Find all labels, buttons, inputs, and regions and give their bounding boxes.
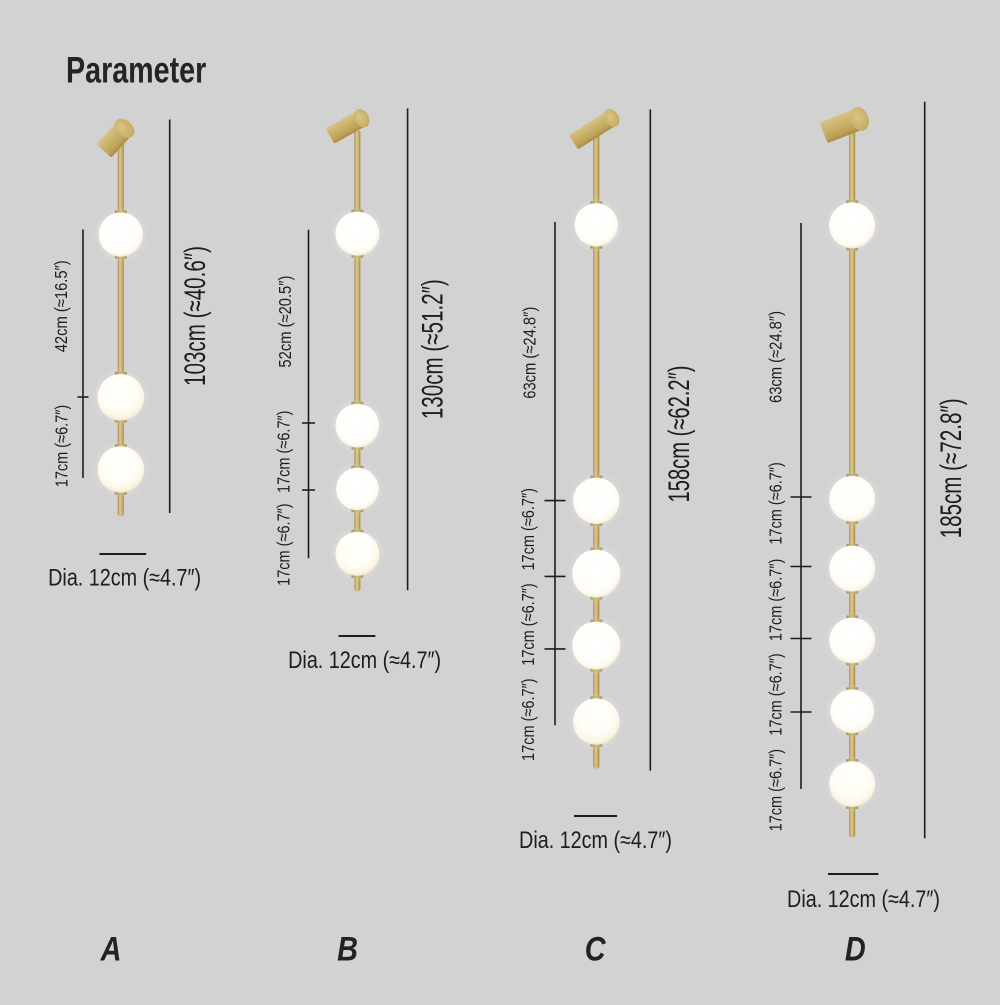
svg-text:63cm (≈24.8″): 63cm (≈24.8″) xyxy=(766,311,786,403)
svg-text:Dia. 12cm (≈4.7″): Dia. 12cm (≈4.7″) xyxy=(787,885,940,912)
svg-text:17cm (≈6.7″): 17cm (≈6.7″) xyxy=(518,583,538,665)
svg-text:17cm (≈6.7″): 17cm (≈6.7″) xyxy=(518,678,538,760)
svg-text:A: A xyxy=(100,929,122,968)
svg-text:Dia. 12cm (≈4.7″): Dia. 12cm (≈4.7″) xyxy=(288,646,441,673)
svg-text:158cm (≈62.2″): 158cm (≈62.2″) xyxy=(663,366,696,503)
svg-text:63cm (≈24.8″): 63cm (≈24.8″) xyxy=(520,307,540,399)
svg-text:130cm (≈51.2″): 130cm (≈51.2″) xyxy=(417,279,450,419)
svg-text:Dia. 12cm (≈4.7″): Dia. 12cm (≈4.7″) xyxy=(48,564,201,591)
svg-text:17cm (≈6.7″): 17cm (≈6.7″) xyxy=(274,503,294,585)
svg-text:Dia. 12cm (≈4.7″): Dia. 12cm (≈4.7″) xyxy=(519,826,672,853)
svg-text:C: C xyxy=(585,929,607,968)
svg-text:D: D xyxy=(845,929,866,968)
svg-text:17cm (≈6.7″): 17cm (≈6.7″) xyxy=(52,405,72,487)
svg-text:B: B xyxy=(337,929,358,968)
svg-text:17cm (≈6.7″): 17cm (≈6.7″) xyxy=(766,462,786,544)
svg-text:17cm (≈6.7″): 17cm (≈6.7″) xyxy=(766,749,786,831)
svg-text:185cm (≈72.8″): 185cm (≈72.8″) xyxy=(936,398,969,538)
svg-text:17cm (≈6.7″): 17cm (≈6.7″) xyxy=(518,488,538,570)
svg-text:17cm (≈6.7″): 17cm (≈6.7″) xyxy=(766,653,786,735)
svg-text:17cm (≈6.7″): 17cm (≈6.7″) xyxy=(766,559,786,641)
svg-text:52cm (≈20.5″): 52cm (≈20.5″) xyxy=(276,276,296,368)
svg-text:103cm (≈40.6″): 103cm (≈40.6″) xyxy=(179,246,212,386)
svg-text:17cm (≈6.7″): 17cm (≈6.7″) xyxy=(274,411,294,493)
svg-text:Parameter: Parameter xyxy=(66,50,206,91)
svg-text:42cm (≈16.5″): 42cm (≈16.5″) xyxy=(51,260,71,352)
